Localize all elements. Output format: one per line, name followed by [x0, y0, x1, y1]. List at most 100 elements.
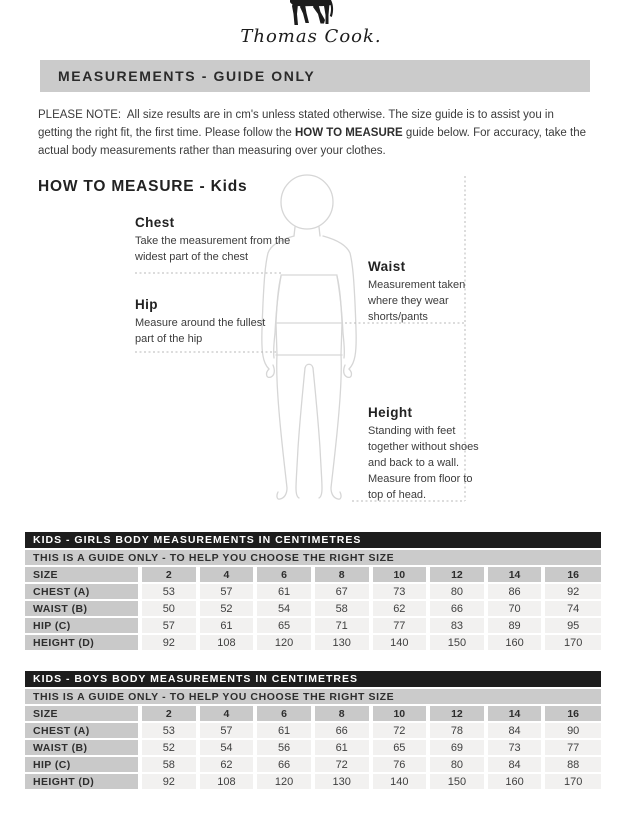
measure-value-cell: 69 — [428, 739, 488, 758]
measure-value-cell: 80 — [428, 583, 488, 602]
measure-value-cell: 74 — [543, 600, 601, 619]
measure-value-cell: 120 — [255, 773, 315, 792]
measure-value-cell: 61 — [312, 739, 373, 758]
measure-value-cell: 92 — [543, 583, 601, 602]
measure-value-cell: 160 — [485, 773, 546, 792]
measure-value-cell: 108 — [197, 634, 258, 653]
measure-value-cell: 90 — [543, 722, 601, 741]
how-to-measure-title: HOW TO MEASURE - Kids — [38, 178, 248, 196]
measure-value-cell: 52 — [140, 739, 200, 758]
size-value-cell: 4 — [197, 566, 258, 585]
measure-value-cell: 86 — [485, 583, 546, 602]
measure-value-cell: 62 — [197, 756, 258, 775]
measure-value-cell: 92 — [140, 773, 200, 792]
measure-value-cell: 66 — [255, 756, 315, 775]
measure-value-cell: 66 — [428, 600, 488, 619]
table-subtitle: THIS IS A GUIDE ONLY - TO HELP YOU CHOOS… — [25, 688, 601, 707]
measure-value-cell: 73 — [485, 739, 546, 758]
measure-value-cell: 62 — [370, 600, 431, 619]
waist-label-desc: Measurement taken where they wear shorts… — [368, 279, 466, 324]
measure-value-cell: 54 — [197, 739, 258, 758]
table-title: KIDS - GIRLS BODY MEASUREMENTS IN CENTIM… — [25, 532, 601, 551]
hip-label-title: Hip — [135, 297, 158, 313]
note-text-bold: HOW TO MEASURE — [294, 127, 403, 140]
measure-value-cell: 65 — [370, 739, 431, 758]
brand-logo: Thomas Cook. — [0, 0, 622, 47]
measure-value-cell: 77 — [370, 617, 431, 636]
measure-value-cell: 140 — [370, 773, 431, 792]
measure-value-cell: 150 — [428, 634, 488, 653]
measure-value-cell: 84 — [485, 722, 546, 741]
height-label-title: Height — [368, 405, 413, 421]
height-label-desc: Standing with feet together without shoe… — [368, 425, 479, 502]
measure-row-label: CHEST (A) — [25, 583, 142, 602]
size-value-cell: 12 — [428, 705, 488, 724]
measure-value-cell: 57 — [197, 583, 258, 602]
measure-value-cell: 53 — [140, 722, 200, 741]
measure-value-cell: 67 — [312, 583, 373, 602]
measure-row-label: HIP (C) — [25, 617, 142, 636]
measure-row-label: WAIST (B) — [25, 739, 142, 758]
boys-size-table: KIDS - BOYS BODY MEASUREMENTS IN CENTIME… — [25, 671, 601, 792]
hip-label-desc: Measure around the fullest part of the h… — [135, 317, 266, 346]
measure-row-label: HEIGHT (D) — [25, 634, 142, 653]
measure-value-cell: 61 — [197, 617, 258, 636]
measure-row-label: WAIST (B) — [25, 600, 142, 619]
measure-row-label: HIP (C) — [25, 756, 142, 775]
measure-value-cell: 95 — [543, 617, 601, 636]
measure-row-label: HEIGHT (D) — [25, 773, 142, 792]
measure-value-cell: 50 — [140, 600, 200, 619]
measure-value-cell: 150 — [428, 773, 488, 792]
measure-value-cell: 160 — [485, 634, 546, 653]
body-figure-diagram — [135, 174, 466, 502]
measure-value-cell: 61 — [255, 583, 315, 602]
chest-label-title: Chest — [135, 215, 175, 231]
size-value-cell: 6 — [255, 566, 315, 585]
size-value-cell: 14 — [485, 705, 546, 724]
size-value-cell: 14 — [485, 566, 546, 585]
measure-value-cell: 130 — [312, 773, 373, 792]
measure-value-cell: 58 — [312, 600, 373, 619]
measure-value-cell: 65 — [255, 617, 315, 636]
size-header-cell: SIZE — [25, 705, 142, 724]
size-header-cell: SIZE — [25, 566, 142, 585]
measure-value-cell: 83 — [428, 617, 488, 636]
page-note: PLEASE NOTE: All size results are in cm'… — [38, 106, 590, 160]
measure-value-cell: 56 — [255, 739, 315, 758]
measure-value-cell: 84 — [485, 756, 546, 775]
measure-value-cell: 70 — [485, 600, 546, 619]
table-subtitle: THIS IS A GUIDE ONLY - TO HELP YOU CHOOS… — [25, 549, 601, 568]
measure-value-cell: 140 — [370, 634, 431, 653]
size-value-cell: 2 — [140, 705, 200, 724]
size-value-cell: 10 — [370, 566, 431, 585]
size-value-cell: 8 — [312, 566, 373, 585]
measure-value-cell: 80 — [428, 756, 488, 775]
size-value-cell: 12 — [428, 566, 488, 585]
measure-value-cell: 73 — [370, 583, 431, 602]
measure-value-cell: 72 — [370, 722, 431, 741]
measure-value-cell: 130 — [312, 634, 373, 653]
measure-value-cell: 71 — [312, 617, 373, 636]
table-title: KIDS - BOYS BODY MEASUREMENTS IN CENTIME… — [25, 671, 601, 690]
measure-value-cell: 108 — [197, 773, 258, 792]
waist-label-title: Waist — [368, 259, 406, 275]
measure-value-cell: 54 — [255, 600, 315, 619]
measure-value-cell: 77 — [543, 739, 601, 758]
note-text-before: PLEASE NOTE: All size results are in cm'… — [38, 109, 558, 140]
measure-value-cell: 89 — [485, 617, 546, 636]
size-value-cell: 10 — [370, 705, 431, 724]
measure-value-cell: 61 — [255, 722, 315, 741]
brand-script-logo: Thomas Cook. — [240, 26, 382, 47]
measure-value-cell: 72 — [312, 756, 373, 775]
size-value-cell: 4 — [197, 705, 258, 724]
measure-value-cell: 53 — [140, 583, 200, 602]
size-value-cell: 6 — [255, 705, 315, 724]
measure-value-cell: 76 — [370, 756, 431, 775]
measure-value-cell: 120 — [255, 634, 315, 653]
size-value-cell: 16 — [543, 705, 601, 724]
measure-row-label: CHEST (A) — [25, 722, 142, 741]
measure-value-cell: 52 — [197, 600, 258, 619]
measure-label-hip: Hip Measure around the fullest part of t… — [135, 297, 285, 348]
chest-label-desc: Take the measurement from the widest par… — [135, 235, 291, 264]
measure-label-chest: Chest Take the measurement from the wide… — [135, 215, 313, 266]
